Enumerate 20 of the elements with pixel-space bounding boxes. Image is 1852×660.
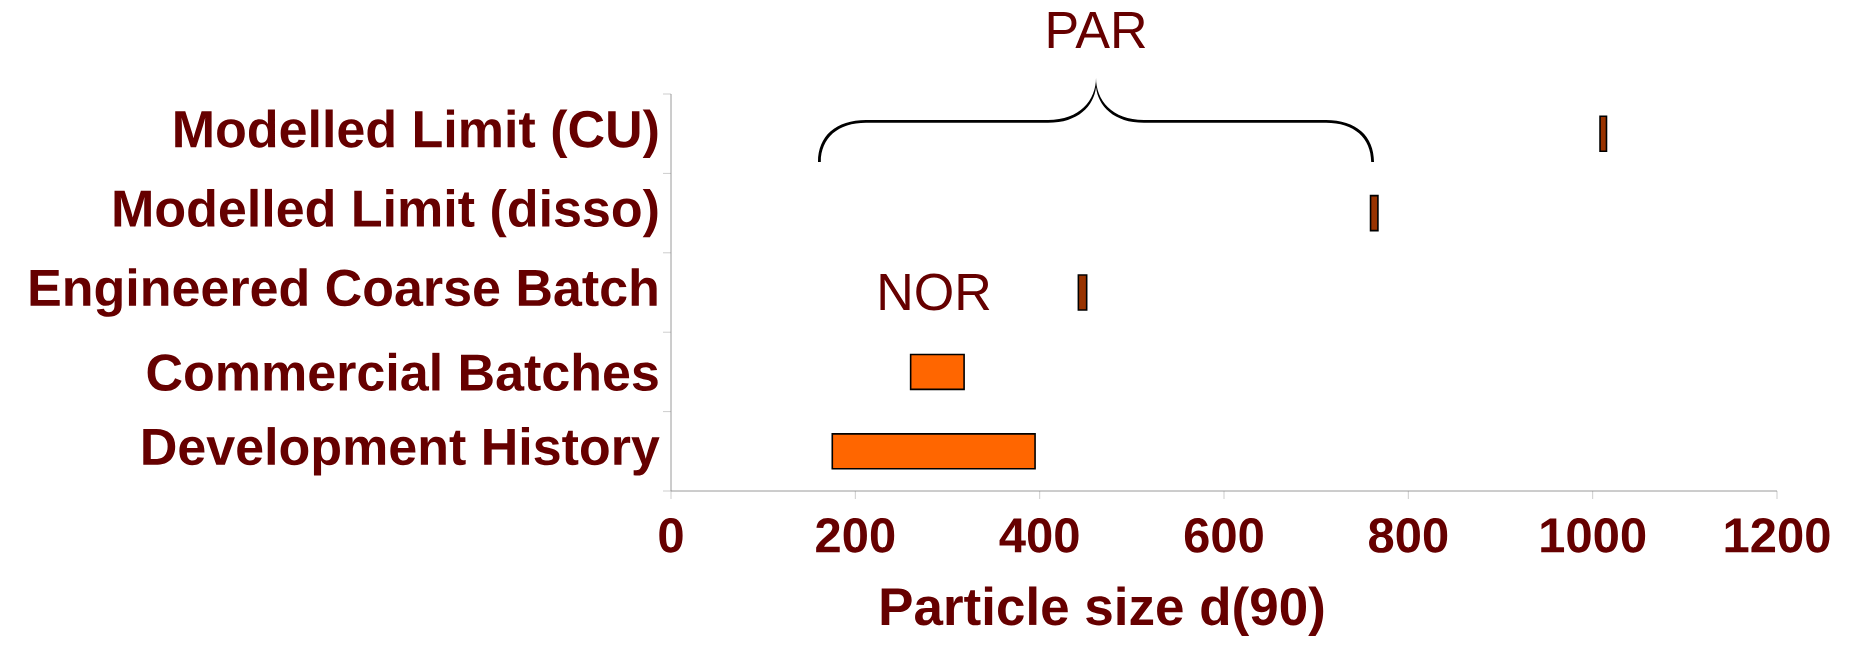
x-axis-title: Particle size d(90)	[881, 586, 1324, 636]
y-tick-label: Development History	[143, 427, 660, 476]
x-tick-label: 0	[659, 518, 683, 553]
y-tick-label: Engineered Coarse Batch	[30, 268, 657, 317]
x-tick-label: 1200	[1725, 518, 1830, 553]
x-tick-label: 400	[999, 518, 1079, 553]
bar	[831, 433, 1036, 470]
annotation: NOR	[880, 273, 990, 311]
x-tick-label: 600	[1184, 518, 1263, 553]
x-tick-label: 800	[1369, 518, 1448, 553]
text: PAR	[1048, 12, 1146, 48]
y-tick-label: Commercial Batches	[147, 352, 658, 391]
y-tick-label: Modelled Limit (disso)	[114, 188, 658, 238]
x-tick-label: 200	[816, 518, 895, 553]
bar	[1077, 274, 1088, 311]
bar	[1369, 194, 1379, 232]
x-tick-label: 1000	[1541, 518, 1646, 553]
bar	[1599, 115, 1608, 152]
y-tick-label: Modelled Limit (CU)	[175, 109, 658, 158]
bar	[909, 353, 965, 391]
